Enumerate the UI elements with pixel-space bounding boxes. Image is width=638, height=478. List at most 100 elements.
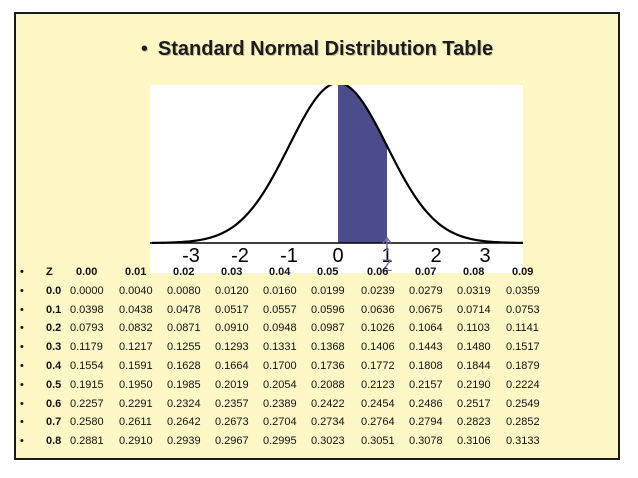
table-cell: 0.2517 — [457, 397, 491, 410]
table-cell: 0.1406 — [361, 341, 395, 354]
table-cell: 0.0239 — [361, 284, 395, 297]
table-cell: 0.2123 — [361, 378, 395, 391]
table-cell: 0.2764 — [361, 416, 395, 429]
table-cell: 0.0987 — [311, 322, 345, 335]
table-cell: 0.0120 — [215, 284, 249, 297]
table-cell: 0.2486 — [409, 397, 443, 410]
z-marker-arrow-icon — [382, 236, 392, 251]
column-header: 0.03 — [221, 266, 243, 278]
table-cell: 0.1443 — [409, 341, 443, 354]
table-cell: 0.1141 — [506, 322, 539, 335]
column-header: 0.02 — [173, 266, 195, 278]
table-cell: 0.1517 — [506, 341, 540, 354]
table-cell: 0.1628 — [167, 359, 201, 372]
table-cell: 0.1217 — [119, 341, 153, 354]
column-header: 0.01 — [125, 266, 147, 278]
table-cell: 0.2910 — [119, 435, 153, 448]
table-cell: 0.2967 — [215, 435, 249, 448]
axis-tick-label: -3 — [182, 245, 200, 267]
normal-curve-svg: -3 -2 -1 0 1 2 3 Z — [150, 85, 523, 273]
table-cell: 0.1950 — [119, 378, 153, 391]
axis-tick-label: 1 — [381, 245, 392, 267]
table-cell: 0.3051 — [361, 435, 395, 448]
row-bullet: • — [20, 284, 24, 297]
table-cell: 0.0910 — [215, 322, 249, 335]
title-bullet: • — [140, 38, 148, 60]
row-bullet: • — [20, 341, 24, 354]
table-cell: 0.2881 — [70, 435, 104, 448]
table-cell: 0.3133 — [506, 435, 540, 448]
table-cell: 0.1026 — [361, 322, 395, 335]
table-cell: 0.0160 — [263, 284, 297, 297]
column-header: 0.06 — [367, 266, 389, 278]
title-text: Standard Normal Distribution Table — [157, 38, 494, 60]
row-bullet: • — [20, 378, 24, 391]
table-cell: 0.0636 — [361, 303, 395, 316]
axis-tick-label: 0 — [332, 245, 343, 267]
table-cell: 0.2580 — [70, 416, 104, 429]
table-cell: 0.0279 — [409, 284, 443, 297]
z-marker-label: Z — [382, 256, 392, 273]
table-cell: 0.2257 — [70, 397, 104, 410]
table-cell: 0.2704 — [263, 416, 297, 429]
table-cell: 0.0438 — [119, 303, 153, 316]
table-cell: 0.0080 — [167, 284, 201, 297]
z-value: 0.8 — [46, 435, 62, 448]
column-header: 0.08 — [463, 266, 485, 278]
table-cell: 0.2019 — [215, 378, 249, 391]
table-cell: 0.2611 — [119, 416, 152, 429]
table-cell: 0.1368 — [311, 341, 345, 354]
table-cell: 0.1293 — [215, 341, 249, 354]
table-cell: 0.1700 — [263, 359, 297, 372]
table-cell: 0.2324 — [167, 397, 201, 410]
slide-title: • Standard Normal Distribution Table — [16, 38, 618, 61]
normal-curve-figure: -3 -2 -1 0 1 2 3 Z — [150, 85, 523, 273]
table-cell: 0.0793 — [70, 322, 104, 335]
axis-tick-label: -1 — [280, 245, 298, 267]
table-cell: 0.0040 — [119, 284, 153, 297]
table-cell: 0.2088 — [311, 378, 345, 391]
row-bullet: • — [20, 435, 24, 448]
table-cell: 0.0478 — [167, 303, 201, 316]
table-cell: 0.3106 — [457, 435, 491, 448]
table-cell: 0.2939 — [167, 435, 201, 448]
z-value: 0.6 — [46, 397, 62, 410]
row-bullet: • — [20, 416, 24, 429]
normal-curve — [151, 85, 523, 244]
table-cell: 0.1103 — [457, 322, 490, 335]
table-cell: 0.0832 — [119, 322, 153, 335]
table-cell: 0.1772 — [361, 359, 395, 372]
table-cell: 0.1179 — [70, 341, 103, 354]
table-cell: 0.1331 — [263, 341, 297, 354]
table-cell: 0.2291 — [119, 397, 153, 410]
z-value: 0.2 — [46, 322, 62, 335]
table-cell: 0.3078 — [409, 435, 443, 448]
table-cell: 0.1064 — [409, 322, 443, 335]
column-header: 0.04 — [269, 266, 291, 278]
table-cell: 0.1480 — [457, 341, 491, 354]
table-cell: 0.2157 — [409, 378, 443, 391]
table-cell: 0.1808 — [409, 359, 443, 372]
row-bullet: • — [20, 303, 24, 316]
table-cell: 0.2454 — [361, 397, 395, 410]
table-cell: 0.0557 — [263, 303, 297, 316]
axis-tick-label: -2 — [231, 245, 249, 267]
z-column-header: Z — [46, 266, 53, 278]
table-cell: 0.0596 — [311, 303, 345, 316]
table-cell: 0.1664 — [215, 359, 249, 372]
table-cell: 0.1554 — [70, 359, 104, 372]
table-cell: 0.0871 — [167, 322, 201, 335]
table-cell: 0.2054 — [263, 378, 297, 391]
table-cell: 0.2190 — [457, 378, 491, 391]
table-cell: 0.2823 — [457, 416, 491, 429]
table-cell: 0.1844 — [457, 359, 491, 372]
z-value: 0.4 — [46, 359, 62, 372]
slide: • Standard Normal Distribution Table -3 -2… — [14, 12, 620, 460]
row-bullet: • — [20, 359, 24, 372]
table-cell: 0.1985 — [167, 378, 201, 391]
z-value: 0.3 — [46, 341, 62, 354]
table-cell: 0.0753 — [506, 303, 540, 316]
axis-tick-label: 2 — [430, 245, 441, 267]
table-cell: 0.0319 — [457, 284, 491, 297]
table-cell: 0.1255 — [167, 341, 201, 354]
